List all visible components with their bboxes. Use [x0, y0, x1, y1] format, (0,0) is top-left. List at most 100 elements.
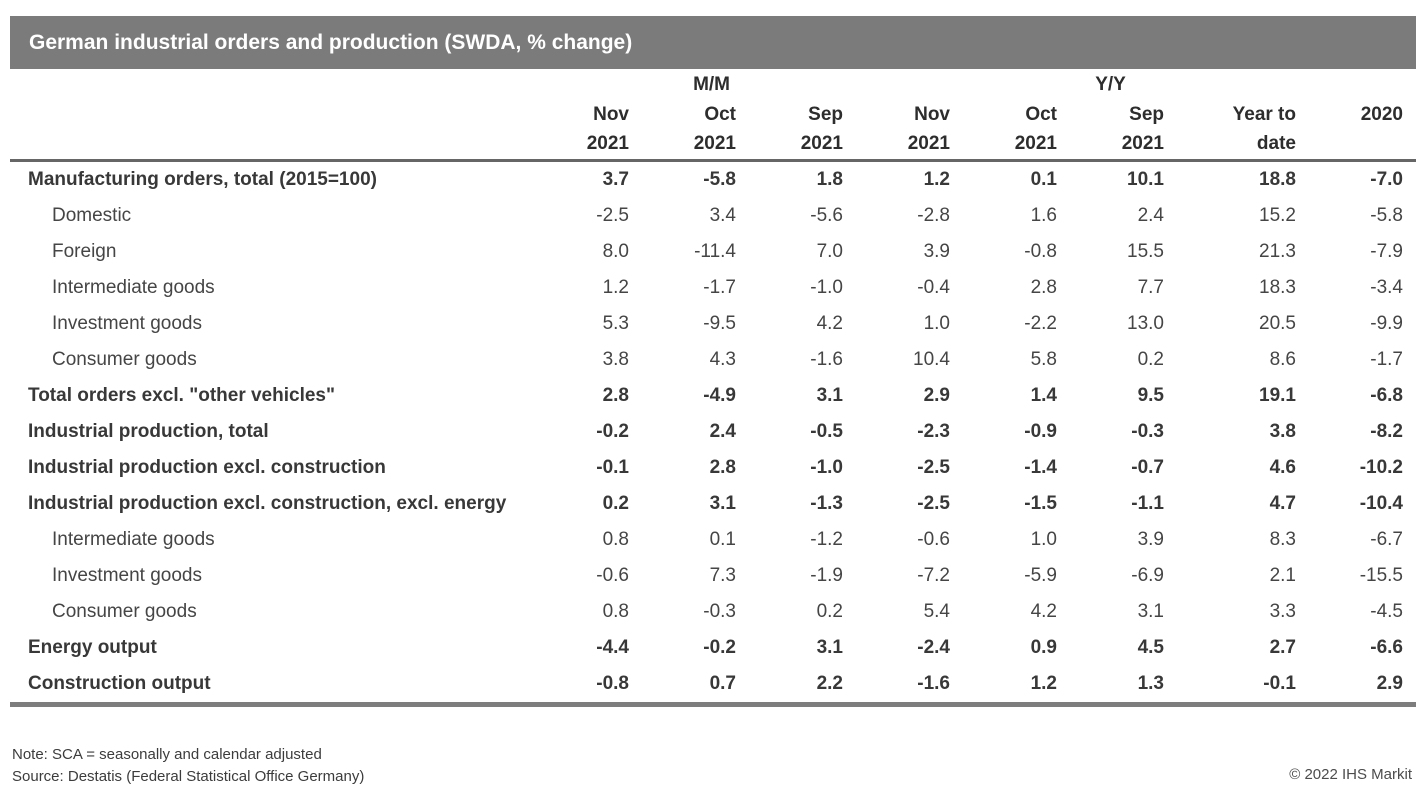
value-cell: -0.3: [703, 600, 736, 622]
value-cell: -5.8: [1370, 204, 1403, 226]
value-cell: 9.5: [1137, 384, 1164, 406]
table-row: Industrial production excl. construction…: [10, 450, 1416, 486]
value-cell: 4.2: [1030, 600, 1057, 622]
table-row: Consumer goods 0.8 -0.3 0.2 5.4 4.2 3.1 3.3 -4.5: [10, 594, 1416, 630]
value-cell: -7.0: [1370, 168, 1403, 190]
value-cell: -1.4: [1024, 456, 1057, 478]
table-body: Manufacturing orders, total (2015=100) 3.…: [10, 160, 1416, 707]
value-cell: -0.7: [1131, 456, 1164, 478]
value-cell: 0.7: [629, 665, 736, 707]
value-cell: 3.9: [923, 240, 950, 262]
column-group-label: M/M: [693, 74, 730, 95]
column-group-spacer: [736, 70, 843, 100]
copyright-text: © 2022 IHS Markit: [1289, 766, 1412, 783]
value-cell: -4.5: [1370, 600, 1403, 622]
value-cell: 1.2: [950, 665, 1057, 707]
column-group-label: Y/Y: [1095, 74, 1126, 95]
table-header: M/M Y/Y Nov Oct Sep Nov Oct Sep Year to 2020 2021 2…: [10, 70, 1416, 162]
value-cell: 8.0: [602, 240, 629, 262]
value-cell: -2.5: [596, 204, 629, 226]
value-cell: -0.9: [1024, 420, 1057, 442]
value-cell: 0.2: [602, 492, 629, 514]
value-cell: 1.6: [1030, 204, 1057, 226]
note-text: Note: SCA = seasonally and calendar adju…: [12, 746, 322, 763]
value-cell: 2.8: [1030, 276, 1057, 298]
table-title: German industrial orders and production …: [29, 31, 633, 54]
table-row: Intermediate goods 1.2 -1.7 -1.0 -0.4 2.8 7.7 1…: [10, 270, 1416, 306]
table-row: Foreign 8.0 -11.4 7.0 3.9 -0.8 15.5 21.3 -7.9: [10, 234, 1416, 270]
column-header-year: [1296, 130, 1416, 162]
value-cell: -5.8: [703, 168, 736, 190]
row-label: Intermediate goods: [52, 528, 215, 550]
table-row: Energy output -4.4 -0.2 3.1 -2.4 0.9 4.5 2.7 -6.…: [10, 630, 1416, 666]
value-cell: -9.9: [1370, 312, 1403, 334]
value-cell: 3.4: [709, 204, 736, 226]
value-cell: -1.7: [1370, 348, 1403, 370]
value-cell: 3.7: [602, 168, 629, 190]
value-cell: -1.9: [810, 564, 843, 586]
value-cell: 1.2: [602, 276, 629, 298]
value-cell: 21.3: [1259, 240, 1296, 262]
table-row: Domestic -2.5 3.4 -5.6 -2.8 1.6 2.4 15.2 -5.8: [10, 198, 1416, 234]
value-cell: 1.2: [923, 168, 950, 190]
table-row: Total orders excl. "other vehicles" 2.8 -4…: [10, 378, 1416, 414]
column-header-year: 2021: [629, 130, 736, 162]
column-header-month: Nov: [914, 104, 950, 125]
column-header-year: 2021: [522, 130, 629, 162]
row-label: Industrial production excl. construction: [28, 456, 386, 478]
value-cell: -10.4: [1359, 492, 1403, 514]
source-text: Source: Destatis (Federal Statistical Of…: [12, 768, 365, 785]
value-cell: 10.1: [1127, 168, 1164, 190]
column-group-spacer: [950, 70, 1057, 100]
value-cell: -2.3: [917, 420, 950, 442]
value-cell: 2.1: [1269, 564, 1296, 586]
value-cell: 1.0: [923, 312, 950, 334]
value-cell: -7.2: [917, 564, 950, 586]
value-cell: 5.3: [602, 312, 629, 334]
value-cell: -1.1: [1131, 492, 1164, 514]
row-label: Intermediate goods: [52, 276, 215, 298]
column-header-year: date: [1164, 130, 1296, 162]
value-cell: 3.8: [602, 348, 629, 370]
value-cell: -2.5: [917, 492, 950, 514]
row-label: Investment goods: [52, 312, 202, 334]
value-cell: 1.3: [1057, 665, 1164, 707]
value-cell: 2.8: [602, 384, 629, 406]
row-label: Total orders excl. "other vehicles": [28, 384, 335, 406]
data-table: M/M Y/Y Nov Oct Sep Nov Oct Sep Year to 2020 2021 2…: [10, 70, 1416, 707]
value-cell: -1.7: [703, 276, 736, 298]
value-cell: 0.2: [1137, 348, 1164, 370]
value-cell: 4.2: [816, 312, 843, 334]
value-cell: 3.9: [1137, 528, 1164, 550]
value-cell: 0.1: [709, 528, 736, 550]
table-row: Investment goods -0.6 7.3 -1.9 -7.2 -5.9 -6.9 2…: [10, 558, 1416, 594]
value-cell: 13.0: [1127, 312, 1164, 334]
value-cell: 2.4: [709, 420, 736, 442]
value-cell: 19.1: [1259, 384, 1296, 406]
value-cell: 1.0: [1030, 528, 1057, 550]
value-cell: 15.5: [1127, 240, 1164, 262]
row-label: Investment goods: [52, 564, 202, 586]
value-cell: 2.2: [736, 665, 843, 707]
value-cell: 2.9: [1296, 665, 1416, 707]
value-cell: 20.5: [1259, 312, 1296, 334]
value-cell: -6.8: [1370, 384, 1403, 406]
value-cell: 15.2: [1259, 204, 1296, 226]
value-cell: 3.1: [709, 492, 736, 514]
value-cell: -4.4: [596, 636, 629, 658]
value-cell: 4.6: [1269, 456, 1296, 478]
value-cell: 2.7: [1269, 636, 1296, 658]
value-cell: -0.2: [703, 636, 736, 658]
value-cell: 5.4: [923, 600, 950, 622]
value-cell: -0.1: [596, 456, 629, 478]
table-row: Consumer goods 3.8 4.3 -1.6 10.4 5.8 0.2 8.6 -1.…: [10, 342, 1416, 378]
table-footer: Note: SCA = seasonally and calendar adju…: [12, 744, 1416, 788]
value-cell: 2.8: [709, 456, 736, 478]
row-label-header: [10, 130, 522, 162]
value-cell: -6.7: [1370, 528, 1403, 550]
value-cell: 18.3: [1259, 276, 1296, 298]
value-cell: -1.6: [810, 348, 843, 370]
row-label: Consumer goods: [52, 600, 197, 622]
value-cell: 7.0: [816, 240, 843, 262]
value-cell: -1.5: [1024, 492, 1057, 514]
